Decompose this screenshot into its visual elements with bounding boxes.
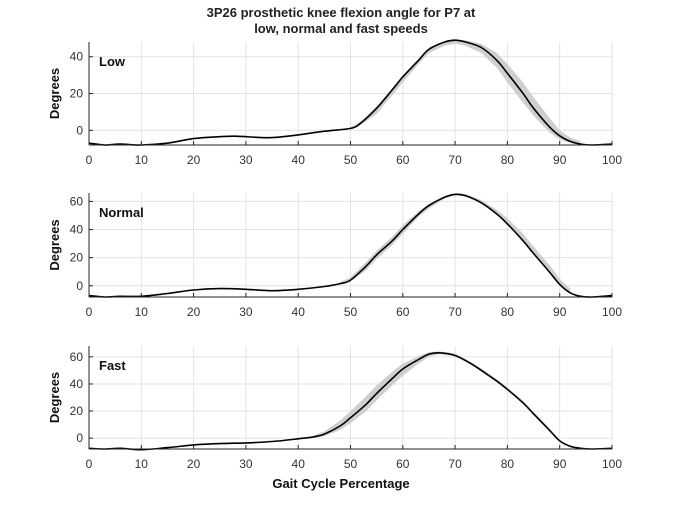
figure-title-line1: 3P26 prosthetic knee flexion angle for P… — [207, 5, 476, 20]
x-tick-label: 90 — [553, 457, 567, 471]
panel-fast: 0 10 20 30 40 50 60 70 80 90 100 0 20 40 60 Degrees Fast — [47, 346, 622, 471]
x-tick-label: 10 — [135, 153, 149, 167]
x-tick-label: 50 — [344, 305, 358, 319]
x-tick-label: 0 — [86, 305, 93, 319]
x-tick-label: 10 — [135, 305, 149, 319]
x-tick-label: 20 — [187, 305, 201, 319]
mean-line — [88, 351, 613, 451]
x-tick-label: 40 — [292, 305, 306, 319]
y-axis-label: Degrees — [47, 372, 62, 423]
y-tick-label: 60 — [70, 194, 84, 208]
x-tick-label: 90 — [553, 305, 567, 319]
y-tick-label: 0 — [76, 123, 83, 137]
figure-xlabel: Gait Cycle Percentage — [272, 476, 409, 491]
x-tick-label: 100 — [602, 457, 622, 471]
x-tick-label: 0 — [86, 457, 93, 471]
x-tick-label: 30 — [239, 457, 253, 471]
y-tick-label: 40 — [70, 223, 84, 237]
x-tick-label: 0 — [86, 153, 93, 167]
x-tick-label: 80 — [501, 153, 515, 167]
x-tick-label: 80 — [501, 457, 515, 471]
y-tick-label: 40 — [70, 50, 84, 64]
y-tick-label: 20 — [70, 251, 84, 265]
x-tick-label: 60 — [396, 457, 410, 471]
x-tick-label: 40 — [292, 153, 306, 167]
x-tick-label: 20 — [187, 153, 201, 167]
panel-label: Normal — [99, 205, 144, 220]
x-tick-label: 100 — [602, 153, 622, 167]
panel-normal: 0 10 20 30 40 50 60 70 80 90 100 0 20 40 60 Degrees Norm… — [47, 193, 622, 319]
x-tick-label: 100 — [602, 305, 622, 319]
x-tick-label: 70 — [448, 457, 462, 471]
figure-title-line2: low, normal and fast speeds — [254, 21, 428, 36]
x-tick-label: 90 — [553, 153, 567, 167]
mean-line — [88, 193, 613, 298]
panel-label: Fast — [99, 358, 126, 373]
panel-label: Low — [99, 54, 126, 69]
x-tick-label: 30 — [239, 153, 253, 167]
variability-band — [340, 193, 571, 293]
variability-band — [350, 39, 581, 146]
y-tick-label: 20 — [70, 87, 84, 101]
x-tick-label: 60 — [396, 153, 410, 167]
x-tick-label: 20 — [187, 457, 201, 471]
mean-line — [88, 39, 613, 146]
x-tick-label: 40 — [292, 457, 306, 471]
y-tick-label: 60 — [70, 350, 84, 364]
x-tick-label: 70 — [448, 305, 462, 319]
y-axis-label: Degrees — [47, 68, 62, 119]
x-tick-label: 50 — [344, 457, 358, 471]
x-tick-label: 70 — [448, 153, 462, 167]
y-tick-label: 20 — [70, 404, 84, 418]
panel-low: 0 10 20 30 40 50 60 70 80 90 100 0 20 40 Degrees Low — [47, 39, 622, 167]
x-tick-label: 50 — [344, 153, 358, 167]
x-tick-label: 60 — [396, 305, 410, 319]
y-tick-label: 0 — [76, 279, 83, 293]
x-tick-label: 80 — [501, 305, 515, 319]
y-tick-label: 0 — [76, 431, 83, 445]
x-tick-label: 30 — [239, 305, 253, 319]
y-tick-label: 40 — [70, 377, 84, 391]
x-tick-label: 10 — [135, 457, 149, 471]
y-axis-label: Degrees — [47, 219, 62, 270]
